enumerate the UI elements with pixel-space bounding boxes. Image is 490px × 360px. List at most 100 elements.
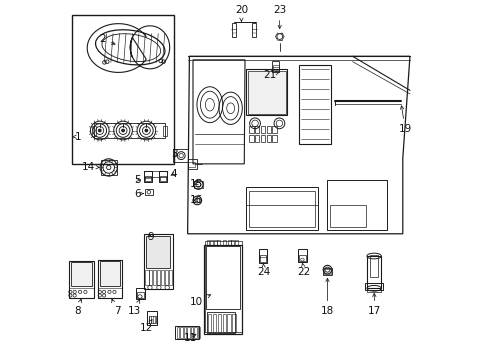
Text: 2: 2 <box>99 34 115 45</box>
Bar <box>367 256 381 288</box>
Text: 24: 24 <box>257 264 270 277</box>
Bar <box>180 327 183 338</box>
Bar <box>330 205 366 226</box>
Text: 13: 13 <box>128 300 141 316</box>
Text: 9: 9 <box>147 232 154 242</box>
Bar <box>165 270 168 285</box>
Bar <box>188 159 196 169</box>
Text: 11: 11 <box>183 333 196 343</box>
Bar <box>184 327 186 338</box>
Bar <box>94 123 165 138</box>
Bar <box>261 135 265 141</box>
Bar <box>248 191 315 226</box>
Bar <box>149 270 152 285</box>
Bar <box>272 126 276 134</box>
Bar <box>214 240 217 244</box>
Bar <box>299 65 331 144</box>
Ellipse shape <box>145 129 148 132</box>
Bar <box>144 171 152 182</box>
Bar <box>324 269 331 274</box>
Bar <box>246 69 287 116</box>
Bar <box>160 176 166 181</box>
Bar <box>366 283 383 290</box>
Bar <box>323 268 332 275</box>
Bar <box>367 288 381 292</box>
Bar <box>207 312 235 333</box>
Bar <box>71 262 92 286</box>
Bar <box>208 314 211 332</box>
Bar <box>299 255 306 261</box>
Bar <box>69 261 95 298</box>
Bar <box>146 270 148 285</box>
Bar <box>249 126 254 134</box>
Bar <box>207 240 210 244</box>
Bar <box>260 255 266 262</box>
Text: 20: 20 <box>235 5 248 21</box>
Bar <box>136 288 145 299</box>
Bar <box>101 160 117 175</box>
Bar <box>252 23 256 37</box>
Bar <box>194 327 196 338</box>
Bar <box>72 15 174 164</box>
Bar <box>194 181 203 188</box>
Text: 19: 19 <box>398 106 412 134</box>
Bar <box>223 240 226 244</box>
Bar <box>255 135 259 141</box>
Bar <box>232 314 236 332</box>
Bar <box>235 240 238 244</box>
Bar <box>273 65 279 70</box>
Bar <box>213 314 216 332</box>
Text: 17: 17 <box>368 293 381 316</box>
Bar <box>153 270 156 285</box>
Bar <box>188 162 195 167</box>
Bar <box>145 176 151 181</box>
Bar <box>246 187 318 230</box>
Bar <box>255 126 259 134</box>
Text: 12: 12 <box>140 320 153 333</box>
Bar <box>173 149 188 162</box>
Bar <box>272 61 279 72</box>
Bar <box>267 126 271 134</box>
Bar <box>218 240 220 244</box>
Bar <box>163 126 167 136</box>
Bar <box>232 23 236 37</box>
Bar <box>272 135 276 141</box>
Bar <box>248 71 286 114</box>
Bar <box>204 244 243 334</box>
Bar <box>227 314 231 332</box>
Bar <box>144 234 172 289</box>
Bar <box>222 314 226 332</box>
Text: 21: 21 <box>263 70 279 80</box>
Bar <box>161 270 164 285</box>
Bar <box>327 180 387 230</box>
Bar <box>218 314 221 332</box>
Text: 7: 7 <box>112 299 120 316</box>
Text: 5: 5 <box>134 175 141 185</box>
Bar <box>144 171 167 177</box>
Bar <box>370 255 378 277</box>
Bar <box>145 189 153 195</box>
Bar <box>187 327 190 338</box>
Text: 3: 3 <box>172 149 178 159</box>
Text: 1: 1 <box>72 132 82 141</box>
Bar <box>210 240 213 244</box>
Bar <box>231 240 234 244</box>
Bar <box>159 171 167 182</box>
Bar <box>191 327 193 338</box>
Bar <box>228 240 231 244</box>
Bar <box>261 126 265 134</box>
Text: 6: 6 <box>134 189 144 199</box>
Bar <box>148 316 156 323</box>
Bar <box>249 135 254 141</box>
Bar <box>259 249 267 263</box>
Bar <box>205 241 242 332</box>
Bar <box>298 249 307 262</box>
Text: 10: 10 <box>190 295 211 307</box>
Bar <box>157 270 160 285</box>
Bar <box>92 126 96 136</box>
Bar <box>267 135 271 141</box>
Text: 4: 4 <box>170 169 177 179</box>
Text: 15: 15 <box>190 179 203 189</box>
Bar <box>146 236 171 268</box>
Ellipse shape <box>98 129 101 132</box>
